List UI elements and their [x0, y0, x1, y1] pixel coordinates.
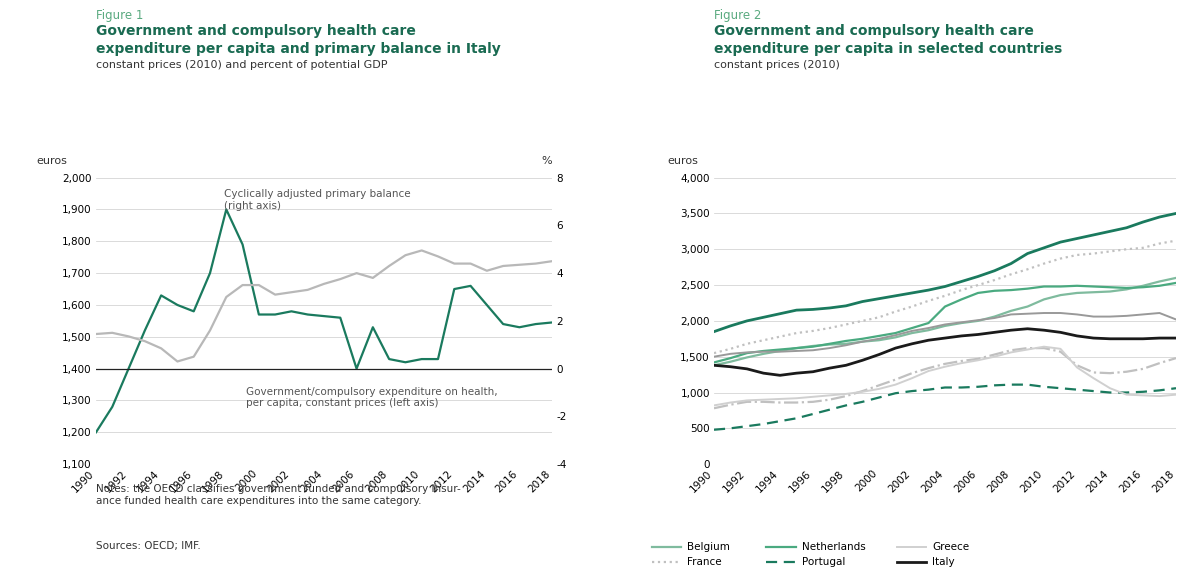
Text: Notes: the OECD classifies government funded and compulsory insur-
ance funded h: Notes: the OECD classifies government fu…	[96, 484, 461, 506]
Text: euros: euros	[37, 156, 67, 166]
Text: constant prices (2010) and percent of potential GDP: constant prices (2010) and percent of po…	[96, 60, 388, 69]
Text: Figure 1: Figure 1	[96, 9, 143, 22]
Text: Government and compulsory health care: Government and compulsory health care	[714, 24, 1034, 38]
Text: Government/compulsory expenditure on health,
per capita, constant prices (left a: Government/compulsory expenditure on hea…	[246, 387, 498, 409]
Text: Cyclically adjusted primary balance
(right axis): Cyclically adjusted primary balance (rig…	[223, 189, 410, 211]
Text: euros: euros	[667, 156, 698, 166]
Text: %: %	[541, 156, 552, 166]
Text: Sources: OECD; IMF.: Sources: OECD; IMF.	[96, 541, 200, 551]
Text: expenditure per capita in selected countries: expenditure per capita in selected count…	[714, 42, 1062, 56]
Text: Figure 2: Figure 2	[714, 9, 761, 22]
Legend: Belgium, France, Germany, Netherlands, Portugal, Spain, Greece, Italy, Euro area: Belgium, France, Germany, Netherlands, P…	[648, 538, 986, 573]
Text: constant prices (2010): constant prices (2010)	[714, 60, 840, 69]
Text: Government and compulsory health care: Government and compulsory health care	[96, 24, 416, 38]
Text: expenditure per capita and primary balance in Italy: expenditure per capita and primary balan…	[96, 42, 500, 56]
